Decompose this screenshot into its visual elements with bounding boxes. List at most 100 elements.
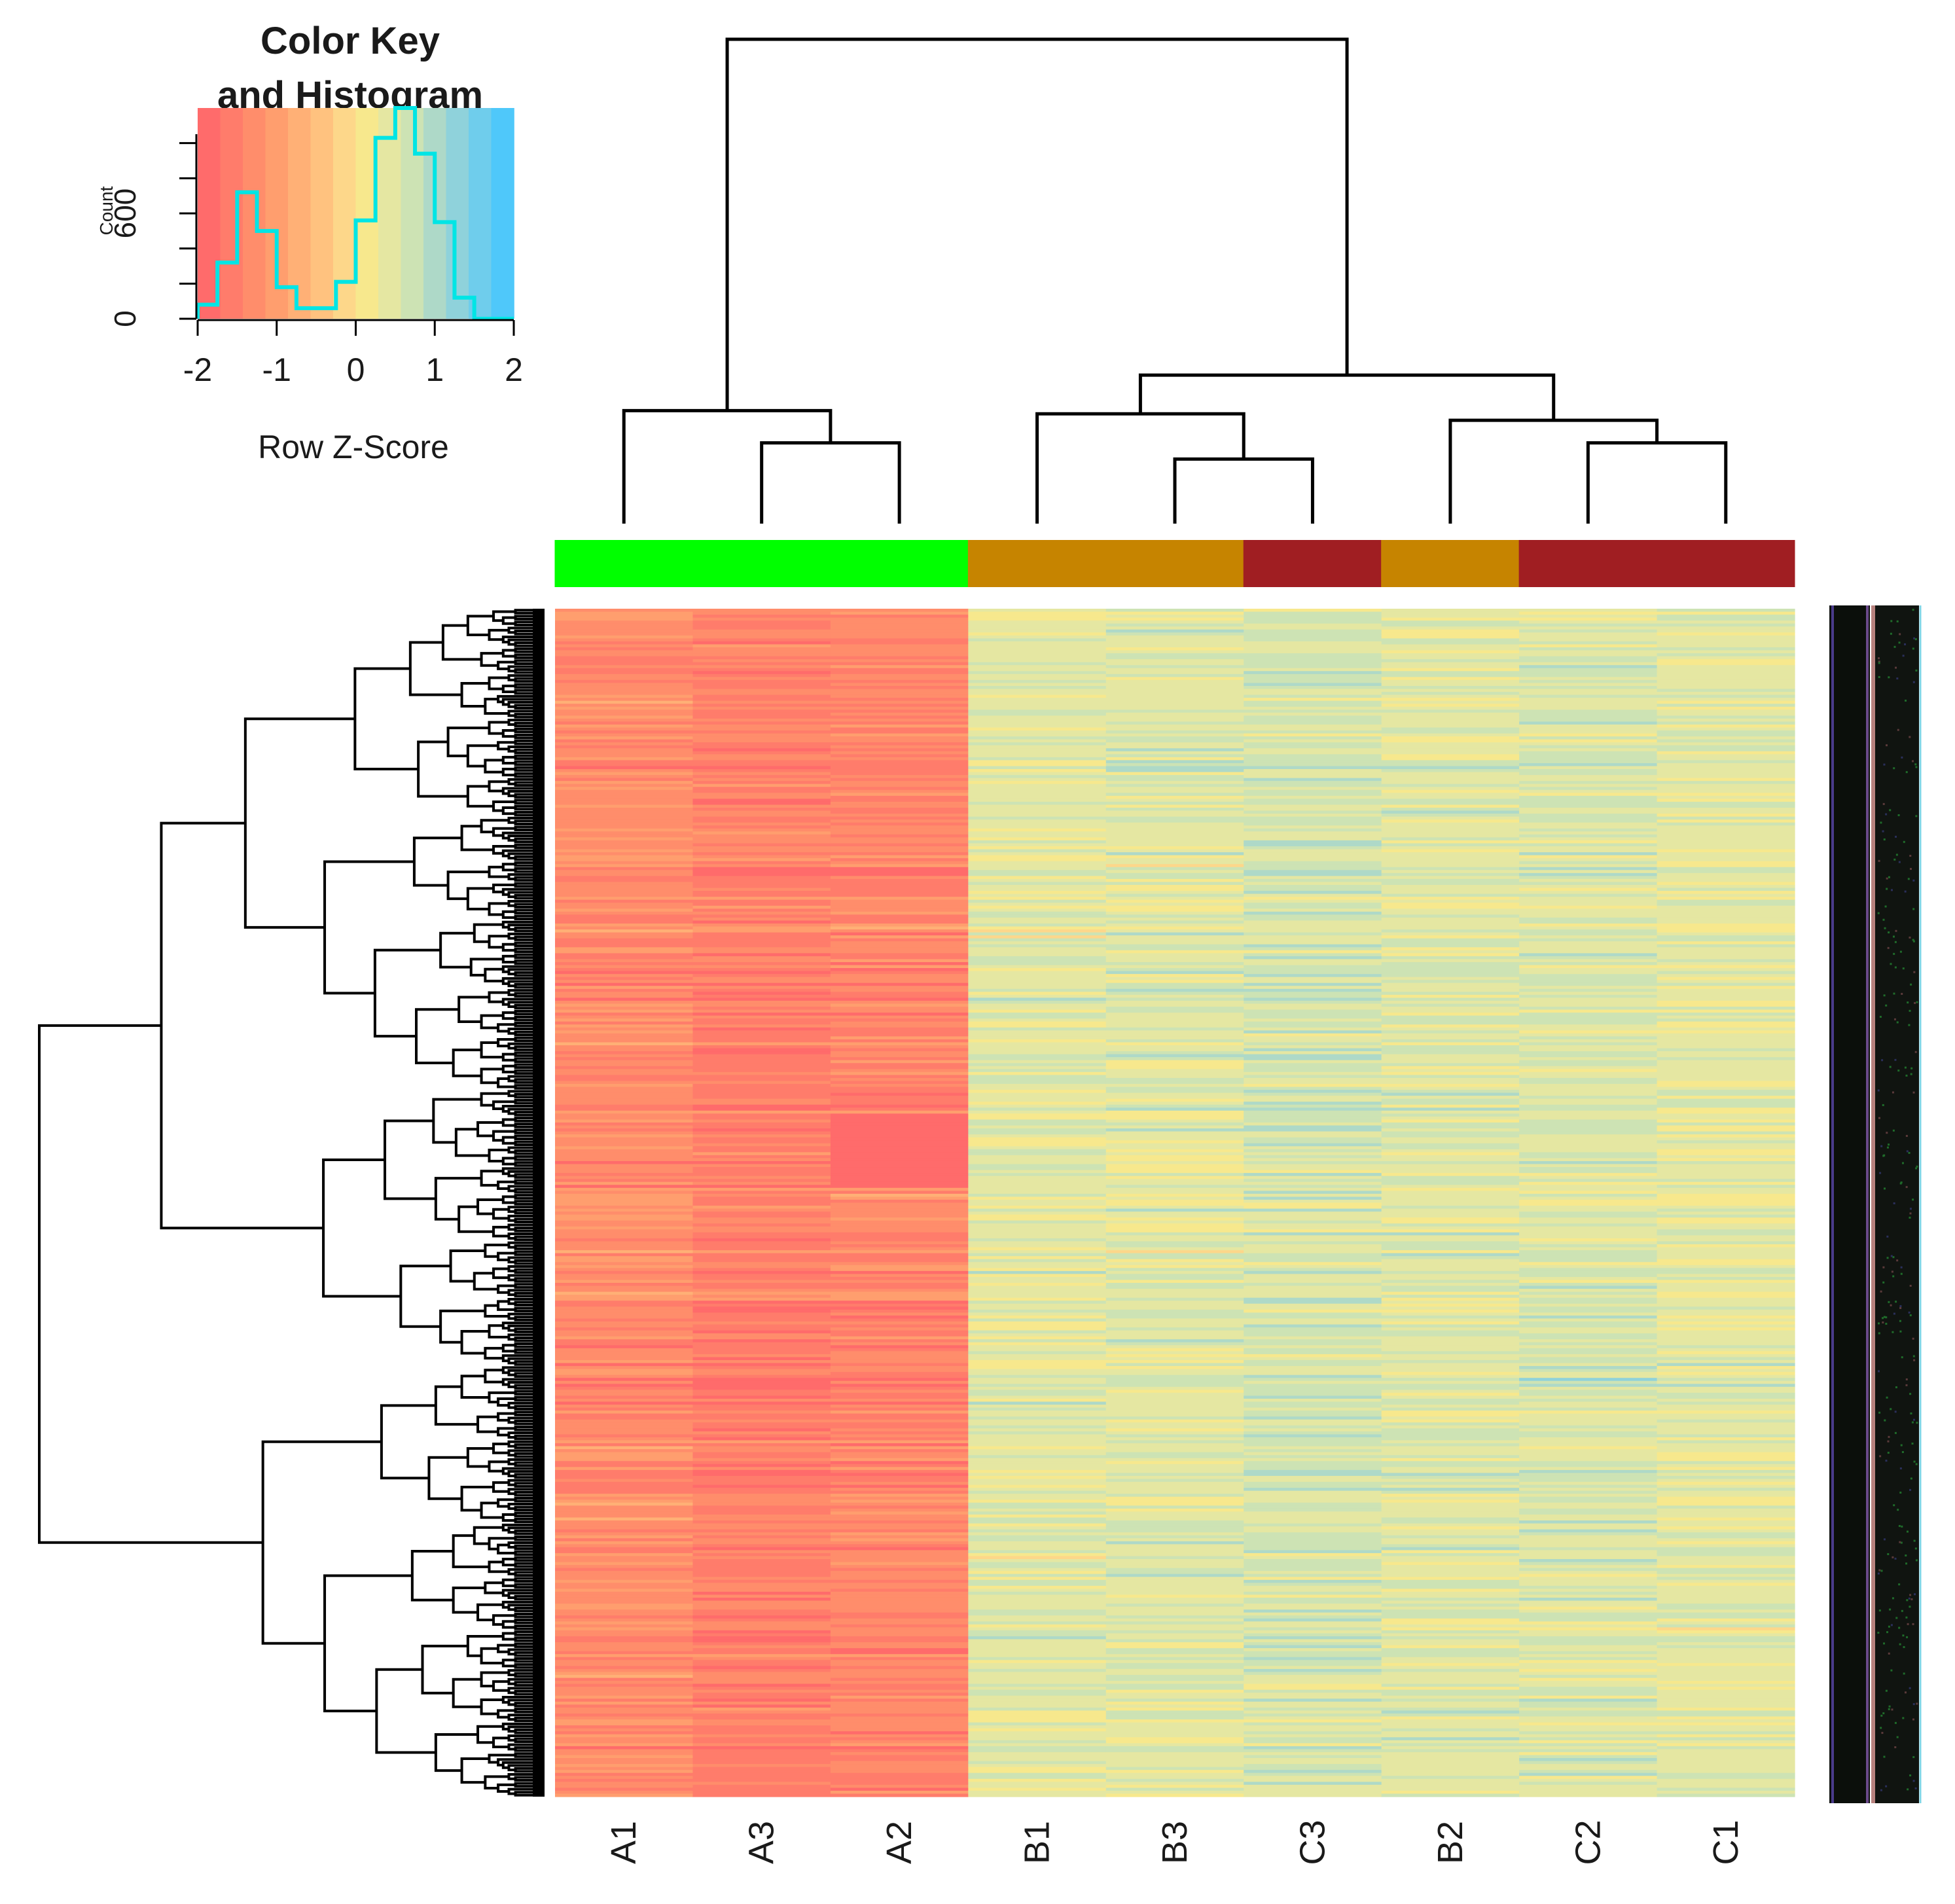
row-dendrogram-link (501, 997, 542, 1006)
heatmap-cell (555, 920, 694, 924)
heatmap-cell (1105, 656, 1244, 660)
heatmap-cell (1519, 653, 1658, 657)
heatmap-cell (1519, 1208, 1658, 1212)
row-dendrogram-link (492, 1267, 509, 1280)
heatmap-cell (1105, 1392, 1244, 1397)
heatmap-cell (1244, 914, 1382, 918)
heatmap-cell (830, 659, 969, 663)
heatmap-cell (1105, 1520, 1244, 1524)
heatmap-cell (555, 632, 694, 636)
heatmap-cell (692, 795, 831, 799)
heatmap-cell (1381, 1407, 1520, 1411)
heatmap-cell (968, 980, 1107, 984)
heatmap-cell (830, 1707, 969, 1712)
heatmap-cell (1105, 1633, 1244, 1637)
heatmap-cell (1105, 926, 1244, 930)
heatmap-cell (1244, 1410, 1382, 1414)
heatmap-cell (555, 1746, 694, 1750)
heatmap-cell (1519, 647, 1658, 651)
heatmap-cell (1519, 1559, 1658, 1563)
row-dendrogram-link (501, 1513, 516, 1522)
heatmap-cell (1657, 1143, 1795, 1147)
heatmap-cell (692, 1488, 831, 1492)
heatmap-cell (830, 1559, 969, 1563)
heatmap-cell (830, 1024, 969, 1028)
heatmap-cell (968, 1336, 1107, 1340)
heatmap-cell (830, 739, 969, 743)
heatmap-cell (968, 1627, 1107, 1631)
heatmap-cell (968, 789, 1107, 793)
heatmap-cell (1657, 1247, 1795, 1251)
row-dendrogram-link (484, 1369, 503, 1384)
heatmap-cell (692, 1024, 831, 1028)
heatmap-cell (830, 1455, 969, 1459)
heatmap-cell (1657, 778, 1795, 781)
row-dendrogram-link (514, 641, 542, 647)
heatmap-cell (555, 1594, 694, 1598)
heatmap-cell (1657, 1372, 1795, 1376)
heatmap-cell (555, 683, 694, 687)
heatmap-cell (692, 1327, 831, 1331)
heatmap-cell (692, 1060, 831, 1064)
heatmap-cell (1105, 644, 1244, 648)
heatmap-cell (692, 1291, 831, 1295)
heatmap-cell (555, 1579, 694, 1583)
row-dendrogram-link (514, 903, 542, 909)
heatmap-cell (1105, 1689, 1244, 1693)
heatmap-cell (1381, 1693, 1520, 1697)
heatmap-cell (555, 1092, 694, 1096)
heatmap-cell (968, 1577, 1107, 1581)
heatmap-cell (1519, 1698, 1658, 1702)
heatmap-cell (1381, 1185, 1520, 1189)
heatmap-cell (968, 935, 1107, 939)
heatmap-cell (692, 1514, 831, 1518)
heatmap-cell (1244, 1604, 1382, 1608)
heatmap-cell (830, 974, 969, 978)
heatmap-cell (555, 609, 694, 613)
heatmap-cell (1105, 864, 1244, 868)
heatmap-cell (1657, 1333, 1795, 1337)
heatmap-cell (555, 1015, 694, 1019)
heatmap-cell (1519, 1562, 1658, 1566)
heatmap-cell (692, 1662, 831, 1666)
heatmap-cell (1519, 620, 1658, 624)
column-group-swatch (1243, 540, 1382, 587)
heatmap-cell (1381, 689, 1520, 692)
heatmap-cell (1657, 1482, 1795, 1486)
heatmap-cell (1105, 1372, 1244, 1376)
heatmap-cell (1519, 724, 1658, 728)
heatmap-cell (1105, 1125, 1244, 1129)
heatmap-cell (555, 864, 694, 868)
row-dendrogram-link (514, 781, 542, 787)
heatmap-cell (1381, 1187, 1520, 1191)
heatmap-cell (1105, 884, 1244, 889)
heatmap-cell (1244, 1116, 1382, 1121)
heatmap-cell (968, 846, 1107, 850)
heatmap-cell (1244, 819, 1382, 823)
row-dendrogram-link (375, 1668, 436, 1754)
heatmap-cell (555, 1511, 694, 1515)
heatmap-cell (968, 1081, 1107, 1085)
heatmap-cell (555, 778, 694, 781)
heatmap-cell (1244, 1630, 1382, 1634)
heatmap-cell (692, 623, 831, 627)
row-dendrogram-link (514, 630, 542, 636)
heatmap-cell (555, 992, 694, 996)
heatmap-cell (1244, 1140, 1382, 1144)
heatmap-cell (968, 1455, 1107, 1459)
heatmap-cell (692, 748, 831, 752)
heatmap-cell (830, 1009, 969, 1013)
heatmap-cell (1657, 1301, 1795, 1304)
heatmap-cell (555, 1262, 694, 1266)
heatmap-cell (1381, 1683, 1520, 1687)
heatmap-cell (555, 1202, 694, 1206)
heatmap-cell (968, 736, 1107, 740)
heatmap-cell (555, 1713, 694, 1717)
heatmap-cell (1657, 1206, 1795, 1210)
heatmap-cell (1657, 1535, 1795, 1539)
heatmap-cell (968, 1615, 1107, 1619)
heatmap-cell (1381, 1431, 1520, 1435)
heatmap-cell (1657, 926, 1795, 930)
heatmap-cell (1381, 1096, 1520, 1100)
heatmap-cell (968, 1571, 1107, 1575)
